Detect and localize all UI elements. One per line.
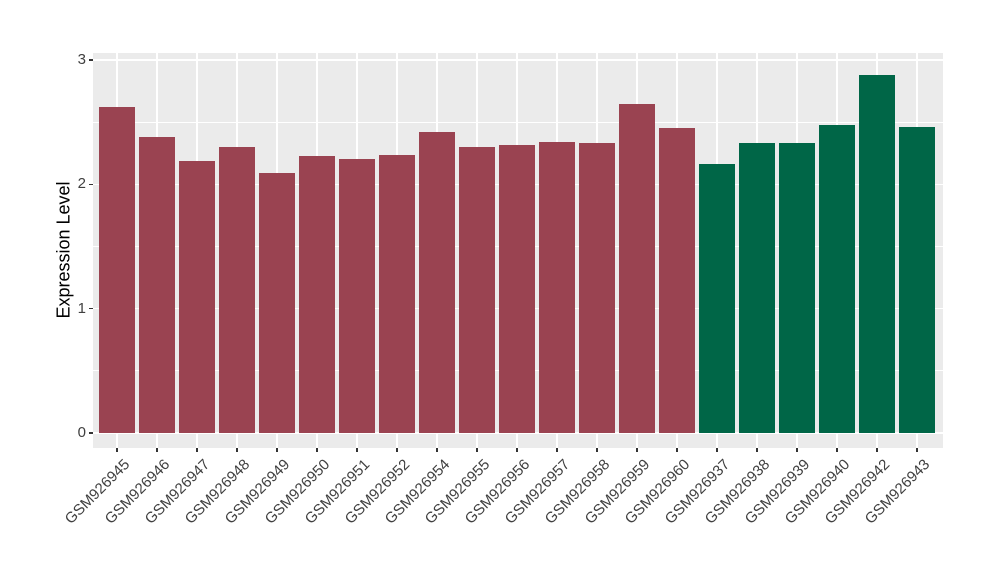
bar-GSM926958 [579, 143, 615, 433]
y-tick-label: 2 [77, 175, 86, 193]
bar-GSM926942 [859, 74, 895, 433]
x-axis-tick [396, 448, 398, 452]
bar-GSM926946 [139, 137, 175, 433]
bar-GSM926950 [299, 155, 335, 433]
bar-GSM926957 [539, 142, 575, 433]
bar-GSM926947 [179, 160, 215, 433]
x-axis-tick [556, 448, 558, 452]
bar-GSM926960 [659, 128, 695, 433]
x-axis-tick [316, 448, 318, 452]
bar-GSM926952 [379, 154, 415, 433]
x-axis-tick [716, 448, 718, 452]
x-axis-tick [436, 448, 438, 452]
y-axis-title: Expression Level [53, 181, 74, 319]
bar-GSM926949 [259, 173, 295, 433]
x-axis-tick [596, 448, 598, 452]
bar-GSM926959 [619, 103, 655, 433]
bar-GSM926940 [819, 124, 855, 433]
gridline-y-major [93, 59, 943, 61]
y-axis-tick [89, 432, 93, 434]
bar-GSM926956 [499, 144, 535, 433]
x-axis-tick [796, 448, 798, 452]
gridline-y-major [93, 432, 943, 434]
x-axis-tick [836, 448, 838, 452]
y-tick-label: 0 [77, 424, 86, 441]
x-axis-tick [276, 448, 278, 452]
x-axis-tick [356, 448, 358, 452]
y-axis-tick [89, 307, 93, 310]
y-axis-tick [89, 183, 93, 186]
bar-GSM926948 [219, 147, 255, 433]
bar-GSM926945 [99, 107, 135, 433]
gridline-y-minor [93, 121, 943, 123]
bar-GSM926951 [339, 159, 375, 433]
y-tick-label: 3 [77, 51, 86, 68]
bar-GSM926937 [699, 164, 735, 433]
y-tick-label: 1 [77, 299, 86, 317]
x-axis-tick [516, 448, 518, 452]
bar-GSM926954 [419, 132, 455, 433]
y-axis-tick [89, 59, 93, 61]
bar-GSM926939 [779, 143, 815, 433]
x-axis-tick [916, 448, 918, 452]
x-axis-tick [156, 448, 158, 452]
x-axis-tick [876, 448, 878, 452]
x-axis-tick [636, 448, 638, 452]
bar-GSM926943 [899, 127, 935, 433]
x-axis-tick [476, 448, 478, 452]
x-axis-tick [236, 448, 238, 452]
bar-GSM926955 [459, 147, 495, 433]
x-axis-tick [196, 448, 198, 452]
x-axis-tick [676, 448, 678, 452]
x-axis-tick [116, 448, 118, 452]
x-axis-tick [756, 448, 758, 452]
bar-GSM926938 [739, 143, 775, 433]
